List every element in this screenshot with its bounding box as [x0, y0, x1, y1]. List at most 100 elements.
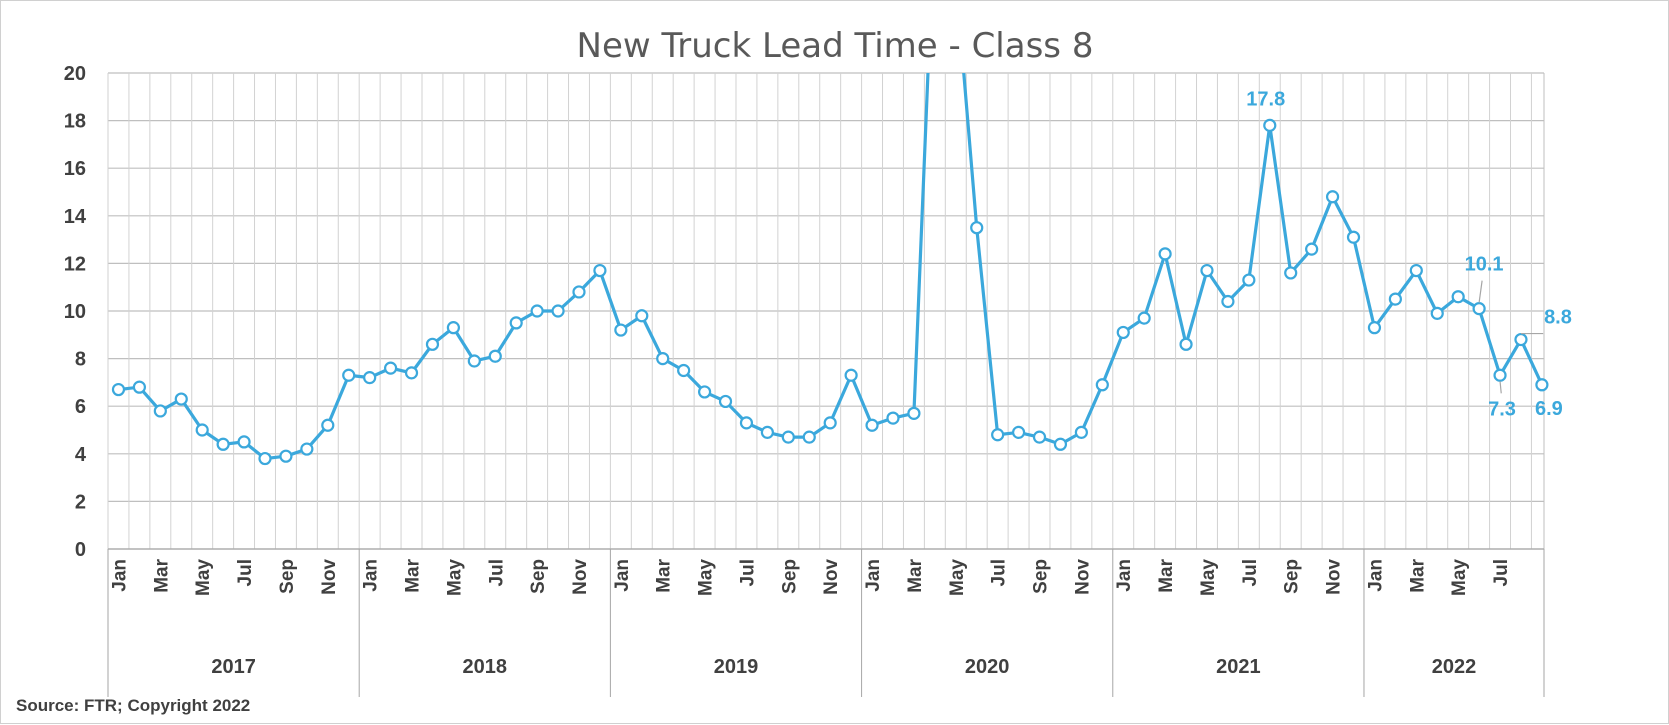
month-label: Mar [151, 558, 172, 592]
data-point [907, 406, 921, 420]
data-point [1409, 263, 1423, 278]
data-point [1074, 425, 1088, 439]
month-label: May [193, 559, 214, 596]
month-label: Jul [989, 559, 1010, 586]
data-point [718, 394, 733, 409]
y-tick-label: 18 [64, 111, 86, 133]
data-label: 10.1 [1465, 254, 1504, 276]
data-point [1263, 118, 1277, 132]
y-tick-label: 2 [75, 491, 86, 513]
data-point [865, 418, 879, 432]
data-point [1242, 273, 1256, 287]
month-label: May [696, 559, 717, 596]
month-label: May [444, 559, 465, 596]
data-point [593, 263, 607, 278]
month-label: Mar [654, 558, 675, 592]
month-label: Jul [235, 559, 256, 586]
y-tick-label: 14 [64, 206, 87, 228]
month-label: Jan [612, 559, 633, 592]
data-point [551, 304, 565, 318]
data-point [488, 349, 502, 363]
month-label: Sep [779, 559, 800, 594]
data-point [174, 392, 188, 406]
leader-line [1478, 280, 1483, 303]
month-label: Jan [1365, 559, 1386, 592]
month-label: Mar [905, 558, 926, 592]
month-label: Nov [1072, 559, 1093, 595]
data-point [1284, 266, 1298, 280]
month-label: Sep [1031, 559, 1052, 594]
year-label: 2017 [211, 656, 256, 678]
data-point [677, 363, 691, 378]
month-label: Jan [1114, 559, 1135, 592]
data-point [425, 337, 440, 351]
data-point [1053, 437, 1068, 451]
y-tick-label: 4 [75, 444, 87, 466]
y-tick-label: 8 [75, 349, 86, 371]
month-label: Jan [361, 559, 382, 592]
month-label: May [947, 559, 968, 596]
data-point [1346, 230, 1361, 244]
data-point [1200, 263, 1214, 278]
month-label: Nov [1324, 559, 1345, 595]
data-label: 8.8 [1544, 307, 1572, 329]
month-label: Nov [319, 559, 340, 595]
y-tick-label: 6 [75, 396, 86, 418]
data-point [991, 428, 1005, 442]
month-label: Mar [1407, 558, 1428, 592]
data-point [195, 423, 209, 437]
data-point [1221, 294, 1235, 309]
data-point [258, 451, 272, 466]
data-point [656, 352, 670, 366]
data-point [697, 385, 712, 399]
data-point [1493, 368, 1507, 382]
data-point [111, 382, 126, 397]
data-point [1011, 425, 1026, 439]
series-line-path [118, 73, 1544, 461]
month-label: Sep [528, 559, 549, 594]
data-point [572, 285, 586, 299]
data-point [404, 366, 419, 380]
year-label: 2018 [463, 656, 508, 678]
data-point [1137, 311, 1151, 325]
data-label: 6.9 [1535, 398, 1563, 420]
data-point [614, 323, 628, 337]
data-point [509, 316, 523, 330]
month-label: Jan [863, 559, 884, 592]
month-label: May [1198, 559, 1219, 596]
data-point [321, 418, 335, 432]
data-point [300, 442, 314, 456]
y-tick-label: 10 [64, 301, 86, 323]
data-label: 7.3 [1488, 398, 1516, 420]
data-point [279, 449, 293, 463]
data-point [1388, 292, 1402, 306]
year-label: 2020 [965, 656, 1010, 678]
data-point [1472, 302, 1486, 316]
axes: 0 2 4 6 8 10 12 14 16 18 20 2017 Jan Mar May Jul Sep Nov 2… [64, 63, 1545, 697]
data-point [132, 380, 146, 394]
data-point [383, 361, 398, 375]
month-label: May [1449, 559, 1470, 596]
month-label: Jul [737, 559, 758, 586]
data-point [1367, 321, 1382, 335]
month-label: Nov [821, 559, 842, 595]
data-point [781, 430, 795, 444]
data-point [237, 435, 251, 449]
data-point [635, 309, 649, 323]
data-point [886, 411, 900, 425]
data-point [1116, 325, 1130, 340]
year-label: 2019 [714, 656, 759, 678]
data-point [1514, 332, 1528, 347]
data-point [1430, 306, 1444, 320]
chart-title: New Truck Lead Time - Class 8 [577, 26, 1094, 66]
data-point [1325, 190, 1340, 204]
data-point [363, 371, 377, 385]
y-tick-label: 12 [64, 253, 86, 275]
data-point [342, 368, 356, 382]
y-tick-label: 20 [64, 63, 86, 85]
data-point [970, 221, 984, 235]
month-label: Jul [1240, 559, 1261, 586]
data-point [844, 368, 858, 382]
leader-line [1499, 381, 1502, 394]
month-label: Jan [109, 559, 130, 592]
